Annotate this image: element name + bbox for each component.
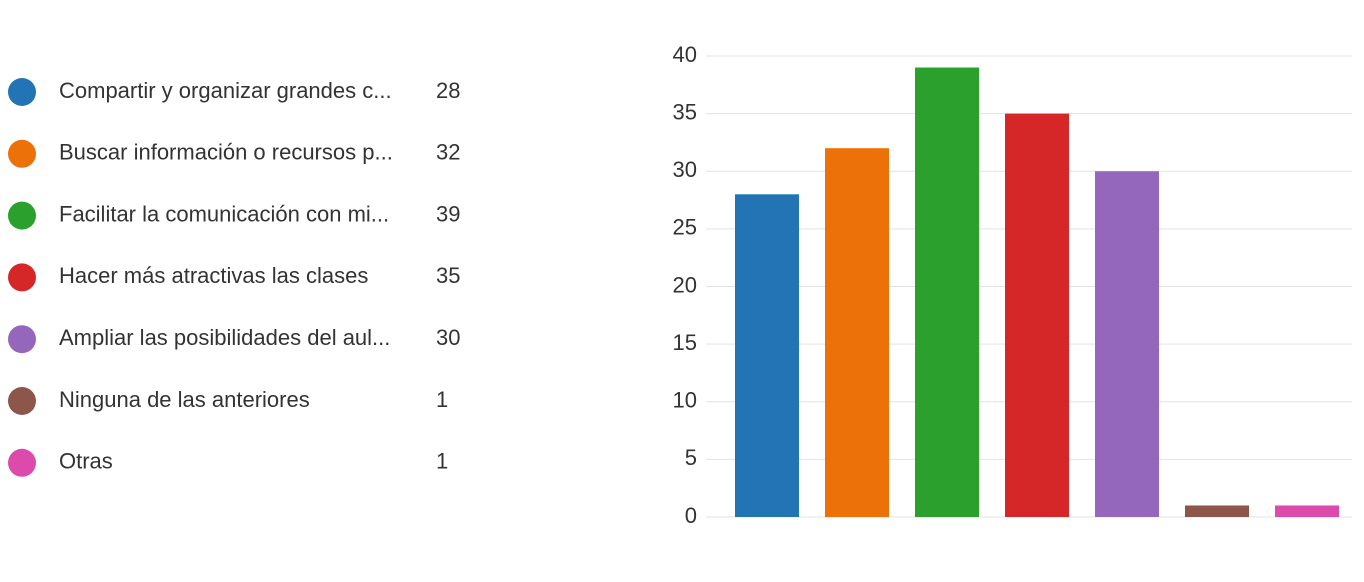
- y-tick-label: 30: [673, 157, 697, 182]
- legend-count: 30: [436, 325, 460, 350]
- bar: [1005, 113, 1069, 517]
- legend-marker: [8, 201, 36, 230]
- bar: [1275, 505, 1339, 517]
- y-tick-label: 10: [673, 388, 697, 413]
- y-tick-label: 20: [673, 272, 697, 297]
- legend-label: Otras: [59, 449, 113, 474]
- legend-label: Buscar información o recursos p...: [59, 140, 393, 165]
- legend-label: Ampliar las posibilidades del aul...: [59, 325, 390, 350]
- y-tick-label: 25: [673, 215, 697, 240]
- legend-label: Compartir y organizar grandes c...: [59, 78, 392, 103]
- legend-marker: [8, 448, 36, 477]
- legend-count: 32: [436, 140, 460, 165]
- legend-marker: [8, 263, 36, 292]
- y-tick-label: 15: [673, 330, 697, 355]
- y-tick-label: 35: [673, 99, 697, 124]
- bar: [1185, 505, 1249, 517]
- legend-marker: [8, 387, 36, 415]
- bar: [735, 194, 799, 518]
- legend-count: 28: [436, 78, 460, 103]
- legend-marker: [8, 325, 36, 354]
- y-tick-label: 5: [685, 445, 697, 470]
- legend-label: Facilitar la comunicación con mi...: [59, 201, 389, 226]
- bar: [825, 148, 889, 517]
- legend-marker: [8, 78, 36, 106]
- y-tick-label: 0: [685, 503, 697, 528]
- legend-marker: [8, 139, 36, 168]
- legend-count: 1: [436, 387, 448, 412]
- y-tick-label: 40: [673, 42, 697, 67]
- legend-count: 1: [436, 449, 448, 474]
- bar: [915, 67, 979, 518]
- legend-count: 39: [436, 201, 460, 226]
- bar: [1095, 171, 1159, 517]
- legend-label: Hacer más atractivas las clases: [59, 263, 368, 288]
- legend-label: Ninguna de las anteriores: [59, 387, 310, 412]
- legend-count: 35: [436, 263, 460, 288]
